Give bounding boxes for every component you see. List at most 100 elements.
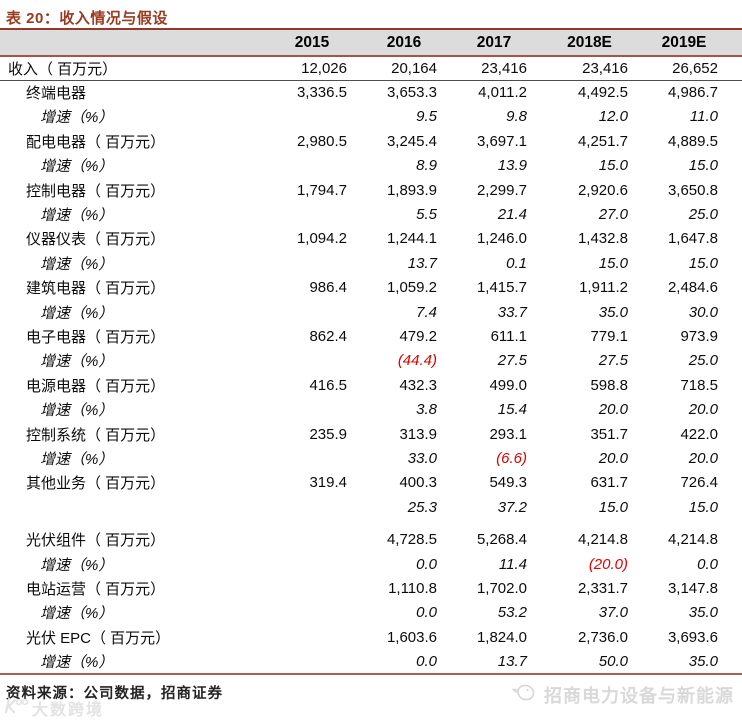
value-cell: 2,331.7: [577, 579, 628, 597]
value-cell: [265, 397, 359, 421]
row-label: 光伏 EPC（ 百万元）: [26, 629, 171, 647]
header-cell-year: 2016: [359, 28, 449, 57]
value-cell: [265, 527, 359, 551]
table-footer: 资料来源：公司数据，招商证券 招商电力设备与新能源: [0, 675, 742, 708]
value-cell: (44.4): [359, 349, 449, 373]
value-cell: 15.0: [598, 254, 628, 272]
growth-row: 增速（%） (44.4) 27.5 27.5 25.0: [0, 349, 742, 373]
value-cell: 2,920.6: [577, 181, 628, 199]
value-cell: 25.3: [407, 498, 437, 516]
table-header-row: 2015 2016 2017 2018E 2019E: [0, 28, 742, 57]
value-cell: 20.0: [598, 401, 628, 419]
value-cell: 15.0: [688, 254, 718, 272]
value-cell: [265, 601, 359, 625]
value-cell: [265, 495, 359, 519]
value-cell: 4,251.7: [577, 132, 628, 150]
header-cell-year: 2017: [449, 28, 539, 57]
value-cell: 549.3: [489, 474, 527, 492]
header-cell-year: 2015: [265, 28, 359, 57]
value-cell: 0.0: [359, 649, 449, 675]
value-cell: 27.5: [497, 352, 527, 370]
value-cell: 1,246.0: [476, 230, 527, 248]
row-label: 控制系统（ 百万元）: [26, 426, 166, 444]
row-label: 增速（%）: [0, 649, 265, 675]
value-cell: 13.7: [407, 254, 437, 272]
value-cell: 12.0: [598, 108, 628, 126]
value-cell: 7.4: [416, 303, 437, 321]
value-cell: 1,824.0: [476, 628, 527, 646]
value-cell: 1,603.6: [386, 628, 437, 646]
negative-value: (44.4): [397, 352, 437, 370]
segment-row: 收入（ 百万元） 12,026 20,164 23,416 23,416 26,652: [0, 56, 742, 81]
negative-value: (20.0): [588, 555, 628, 573]
value-cell: 1,432.8: [577, 230, 628, 248]
value-cell: 1,794.7: [296, 181, 347, 199]
value-cell: [265, 202, 359, 226]
value-cell: 11.0: [689, 108, 718, 126]
value-cell: 0.0: [697, 555, 718, 573]
value-cell: 3.8: [416, 401, 437, 419]
value-cell: 3,693.6: [667, 628, 718, 646]
growth-row: 增速（%） 33.0 (6.6) 20.0 20.0: [0, 446, 742, 470]
value-cell: 3,650.8: [667, 181, 718, 199]
value-cell: 9.8: [506, 108, 527, 126]
header-cell-year: 2019E: [640, 28, 742, 57]
value-cell: 726.4: [680, 474, 718, 492]
value-cell: 23,416: [539, 56, 640, 81]
value-cell: 293.1: [489, 425, 527, 443]
value-cell: 0.1: [506, 254, 527, 272]
table-body: 收入（ 百万元） 12,026 20,164 23,416 23,416 26,652 终端…: [0, 56, 742, 675]
spacer-row: [0, 519, 742, 527]
segment-row: 电源电器（ 百万元） 416.5 432.3 499.0 598.8 718.5: [0, 373, 742, 397]
segment-row: 建筑电器（ 百万元） 986.4 1,059.2 1,415.7 1,911.2 2,48…: [0, 276, 742, 300]
value-cell: 2,980.5: [296, 132, 347, 150]
value-cell: 3,147.8: [667, 579, 718, 597]
segment-row: 控制系统（ 百万元） 235.9 313.9 293.1 351.7 422.0: [0, 422, 742, 446]
value-cell: 3,697.1: [476, 132, 527, 150]
segment-row: 光伏组件（ 百万元） 4,728.5 5,268.4 4,214.8 4,214.8: [0, 527, 742, 551]
value-cell: 416.5: [309, 376, 347, 394]
value-cell: 862.4: [309, 327, 347, 345]
value-cell: 1,702.0: [476, 579, 527, 597]
site-logo-icon: [4, 697, 29, 719]
value-cell: 2,736.0: [577, 628, 628, 646]
segment-row: 其他业务（ 百万元） 319.4 400.3 549.3 631.7 726.4: [0, 471, 742, 495]
value-cell: 33.7: [497, 303, 527, 321]
row-label: 其他业务（ 百万元）: [26, 475, 166, 493]
value-cell: 1,059.2: [386, 279, 437, 297]
value-cell: [265, 576, 359, 600]
value-cell: (20.0): [539, 552, 640, 576]
site-watermark-label: 大数跨境: [32, 702, 105, 719]
value-cell: 0.0: [416, 555, 437, 573]
brand-watermark: 招商电力设备与新能源: [511, 682, 734, 708]
value-cell: 1,415.7: [476, 279, 527, 297]
row-label: 建筑电器（ 百万元）: [26, 280, 166, 298]
value-cell: [265, 154, 359, 178]
value-cell: 986.4: [309, 279, 347, 297]
value-cell: 4,986.7: [667, 84, 718, 102]
row-label: 增速（%）: [40, 304, 114, 322]
segment-row: 光伏 EPC（ 百万元） 1,603.6 1,824.0 2,736.0 3,693.6: [0, 625, 742, 649]
value-cell: 611.1: [490, 327, 527, 345]
row-label: 增速（%）: [40, 402, 114, 420]
value-cell: 13.9: [497, 157, 527, 175]
row-label: 电子电器（ 百万元）: [26, 328, 166, 346]
value-cell: 0.0: [416, 604, 437, 622]
segment-row: 电站运营（ 百万元） 1,110.8 1,702.0 2,331.7 3,147.8: [0, 576, 742, 600]
spacer-cell: [0, 519, 742, 527]
row-label: 终端电器: [26, 85, 87, 103]
growth-row: 增速（%） 8.9 13.9 15.0 15.0: [0, 154, 742, 178]
value-cell: 779.1: [590, 327, 628, 345]
growth-row: 增速（%） 3.8 15.4 20.0 20.0: [0, 397, 742, 421]
value-cell: 13.7: [449, 649, 539, 675]
row-label: [0, 495, 265, 519]
value-cell: [265, 649, 359, 675]
value-cell: 25.0: [688, 206, 718, 224]
value-cell: 15.4: [497, 401, 527, 419]
value-cell: 1,911.2: [579, 279, 628, 297]
value-cell: 4,728.5: [386, 531, 437, 549]
source-note: 资料来源：公司数据，招商证券: [6, 685, 223, 702]
value-cell: 479.2: [399, 327, 437, 345]
value-cell: 33.0: [407, 449, 437, 467]
